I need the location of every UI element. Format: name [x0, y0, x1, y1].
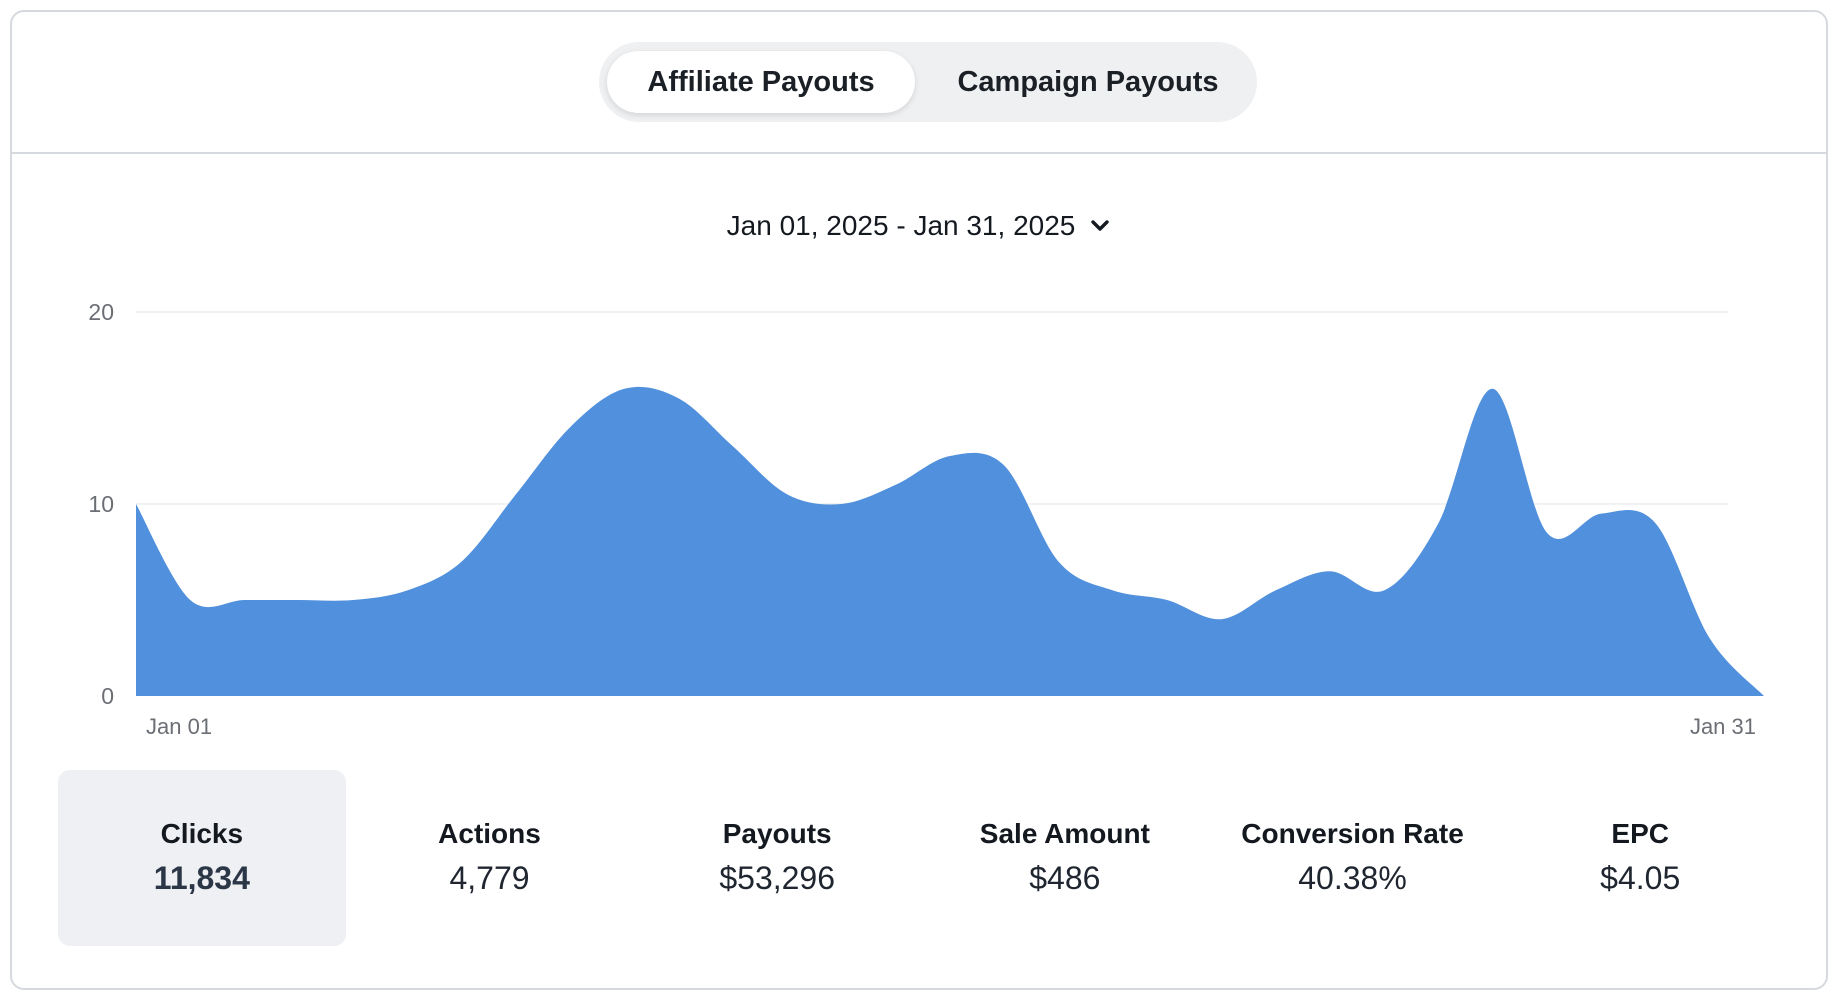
- clicks-area-chart: 0 10 20 Jan 01 Jan 31: [12, 272, 1826, 752]
- stat-conversion-rate[interactable]: Conversion Rate 40.38%: [1209, 770, 1497, 946]
- date-range-picker[interactable]: Jan 01, 2025 - Jan 31, 2025: [12, 210, 1826, 242]
- stat-label: EPC: [1611, 818, 1669, 849]
- payout-type-toggle: Affiliate Payouts Campaign Payouts: [599, 42, 1257, 122]
- stat-clicks[interactable]: Clicks 11,834: [58, 770, 346, 946]
- stat-label: Sale Amount: [979, 818, 1150, 849]
- stat-label: Conversion Rate: [1241, 818, 1464, 849]
- stat-value: 40.38%: [1298, 860, 1407, 896]
- tab-campaign-payouts[interactable]: Campaign Payouts: [957, 65, 1219, 98]
- stat-value: $486: [1029, 860, 1101, 896]
- y-tick-label: 10: [88, 491, 114, 517]
- x-tick-label: Jan 31: [1690, 714, 1756, 739]
- stat-value: 11,834: [153, 860, 250, 896]
- tab-affiliate-payouts[interactable]: Affiliate Payouts: [607, 51, 915, 113]
- y-tick-label: 20: [88, 299, 114, 325]
- y-tick-label: 0: [101, 683, 114, 709]
- tab-bar: Affiliate Payouts Campaign Payouts: [12, 12, 1826, 154]
- stats-row: Clicks 11,834 Actions 4,779 Payouts $53,…: [58, 770, 1784, 946]
- stat-value: $53,296: [719, 860, 836, 896]
- payouts-card: Affiliate Payouts Campaign Payouts Jan 0…: [10, 10, 1828, 990]
- stat-sale-amount[interactable]: Sale Amount $486: [921, 770, 1209, 946]
- stat-epc[interactable]: EPC $4.05: [1496, 770, 1784, 946]
- stat-value: 4,779: [449, 860, 530, 896]
- stat-payouts[interactable]: Payouts $53,296: [633, 770, 921, 946]
- stat-value: $4.05: [1600, 860, 1681, 896]
- x-tick-label: Jan 01: [146, 714, 212, 739]
- stat-label: Actions: [438, 818, 541, 849]
- clicks-area-series: [136, 386, 1764, 696]
- chevron-down-icon: [1089, 215, 1111, 237]
- stat-label: Payouts: [722, 818, 832, 849]
- chart-svg: 0 10 20 Jan 01 Jan 31: [88, 299, 1764, 739]
- stat-actions[interactable]: Actions 4,779: [346, 770, 634, 946]
- stat-label: Clicks: [160, 818, 244, 849]
- date-range-label: Jan 01, 2025 - Jan 31, 2025: [726, 210, 1076, 241]
